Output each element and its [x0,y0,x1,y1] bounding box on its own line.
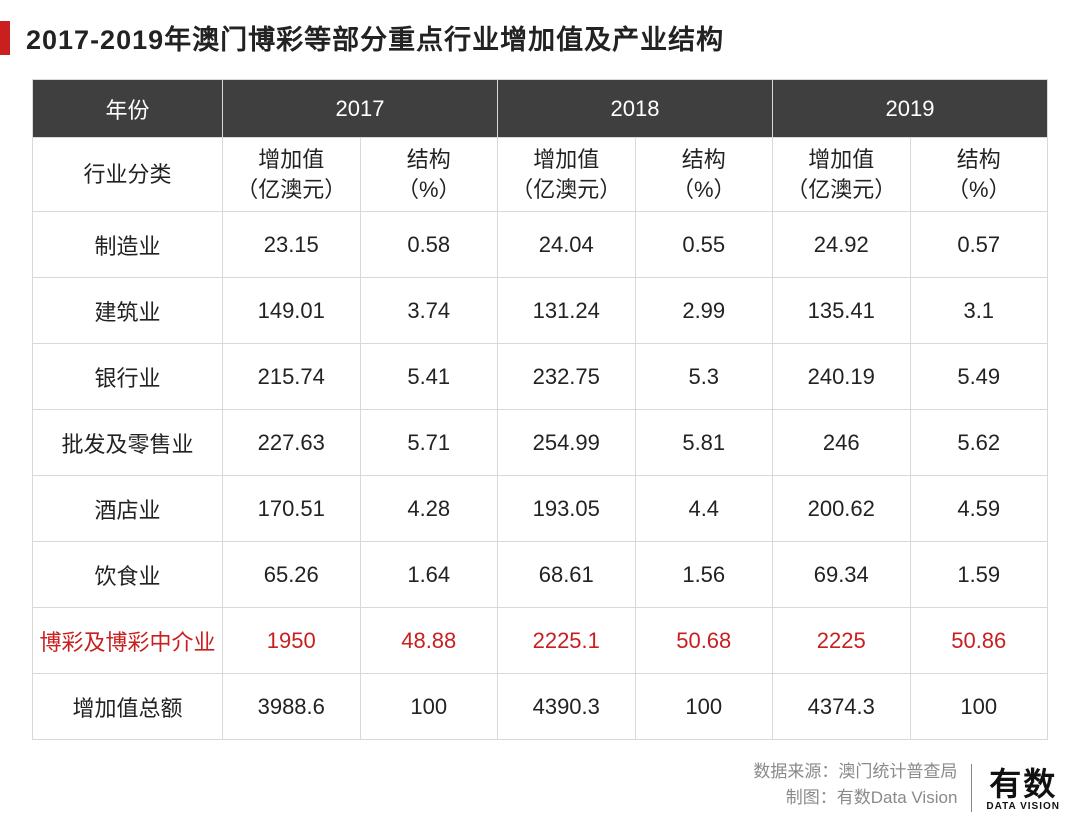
logo: 有数 DATA VISION [986,768,1060,812]
cell: 2225.1 [498,608,636,674]
cell: 0.55 [635,212,773,278]
th-year-label: 年份 [33,80,223,138]
cell: 246 [773,410,911,476]
row-label: 饮食业 [33,542,223,608]
th-year-2017: 2017 [223,80,498,138]
cell: 5.71 [360,410,498,476]
cell: 24.92 [773,212,911,278]
cell: 200.62 [773,476,911,542]
cell: 68.61 [498,542,636,608]
table-body: 制造业23.150.5824.040.5524.920.57建筑业149.013… [33,212,1048,740]
row-label: 增加值总额 [33,674,223,740]
th-pct-2017: 结构（%） [360,138,498,212]
cell: 5.81 [635,410,773,476]
header-row-years: 年份 2017 2018 2019 [33,80,1048,138]
cell: 100 [360,674,498,740]
cell: 100 [910,674,1048,740]
footer-divider [971,764,972,812]
cell: 5.41 [360,344,498,410]
row-label: 制造业 [33,212,223,278]
cell: 2.99 [635,278,773,344]
cell: 24.04 [498,212,636,278]
header-row-subcols: 行业分类 增加值（亿澳元） 结构（%） 增加值（亿澳元） 结构（%） 增加值（亿… [33,138,1048,212]
cell: 1.56 [635,542,773,608]
industry-table: 年份 2017 2018 2019 行业分类 增加值（亿澳元） 结构（%） 增加… [32,79,1048,740]
cell: 1.59 [910,542,1048,608]
table-container: 年份 2017 2018 2019 行业分类 增加值（亿澳元） 结构（%） 增加… [0,69,1080,740]
cell: 1.64 [360,542,498,608]
row-label: 建筑业 [33,278,223,344]
page-title: 2017-2019年澳门博彩等部分重点行业增加值及产业结构 [26,18,724,57]
footer: 数据来源：澳门统计普查局 制图：有数Data Vision 有数 DATA VI… [753,759,1060,812]
cell: 0.58 [360,212,498,278]
cell: 5.3 [635,344,773,410]
table-row: 增加值总额3988.61004390.31004374.3100 [33,674,1048,740]
row-label: 批发及零售业 [33,410,223,476]
cell: 4.4 [635,476,773,542]
cell: 131.24 [498,278,636,344]
cell: 215.74 [223,344,361,410]
table-row: 制造业23.150.5824.040.5524.920.57 [33,212,1048,278]
cell: 170.51 [223,476,361,542]
th-value-2018: 增加值（亿澳元） [498,138,636,212]
logo-sub: DATA VISION [986,802,1060,812]
th-pct-2019: 结构（%） [910,138,1048,212]
cell: 48.88 [360,608,498,674]
cell: 4.28 [360,476,498,542]
cell: 4390.3 [498,674,636,740]
cell: 65.26 [223,542,361,608]
table-row: 饮食业65.261.6468.611.5669.341.59 [33,542,1048,608]
cell: 4.59 [910,476,1048,542]
th-value-2017: 增加值（亿澳元） [223,138,361,212]
cell: 4374.3 [773,674,911,740]
cell: 240.19 [773,344,911,410]
cell: 1950 [223,608,361,674]
cell: 5.49 [910,344,1048,410]
cell: 0.57 [910,212,1048,278]
cell: 2225 [773,608,911,674]
cell: 100 [635,674,773,740]
th-pct-2018: 结构（%） [635,138,773,212]
table-row: 博彩及博彩中介业195048.882225.150.68222550.86 [33,608,1048,674]
cell: 23.15 [223,212,361,278]
title-accent [0,21,10,55]
table-row: 建筑业149.013.74131.242.99135.413.1 [33,278,1048,344]
cell: 69.34 [773,542,911,608]
th-value-2019: 增加值（亿澳元） [773,138,911,212]
cell: 135.41 [773,278,911,344]
cell: 149.01 [223,278,361,344]
cell: 5.62 [910,410,1048,476]
row-label: 博彩及博彩中介业 [33,608,223,674]
th-year-2019: 2019 [773,80,1048,138]
table-row: 批发及零售业227.635.71254.995.812465.62 [33,410,1048,476]
row-label: 银行业 [33,344,223,410]
th-year-2018: 2018 [498,80,773,138]
footer-text: 数据来源：澳门统计普查局 制图：有数Data Vision [753,759,957,812]
logo-main: 有数 [989,768,1057,800]
cell: 254.99 [498,410,636,476]
table-row: 银行业215.745.41232.755.3240.195.49 [33,344,1048,410]
table-row: 酒店业170.514.28193.054.4200.624.59 [33,476,1048,542]
cell: 3.1 [910,278,1048,344]
cell: 50.68 [635,608,773,674]
cell: 3988.6 [223,674,361,740]
cell: 193.05 [498,476,636,542]
th-category-label: 行业分类 [33,138,223,212]
cell: 232.75 [498,344,636,410]
row-label: 酒店业 [33,476,223,542]
title-bar: 2017-2019年澳门博彩等部分重点行业增加值及产业结构 [0,0,1080,69]
cell: 227.63 [223,410,361,476]
cell: 50.86 [910,608,1048,674]
cell: 3.74 [360,278,498,344]
